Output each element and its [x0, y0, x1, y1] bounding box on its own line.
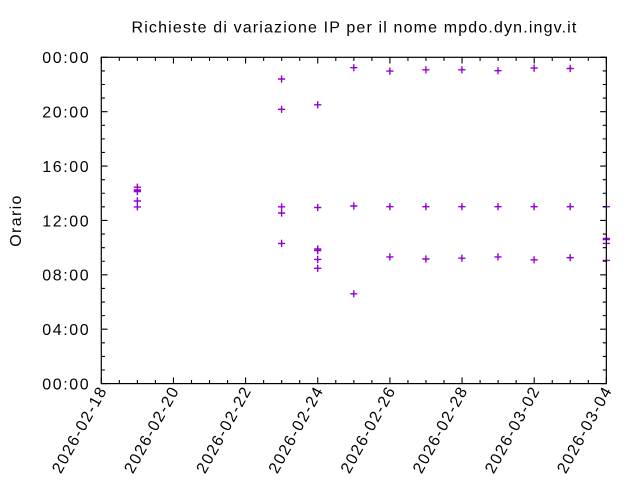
svg-text:16:00: 16:00 [42, 159, 90, 176]
svg-text:00:00: 00:00 [42, 376, 90, 393]
svg-text:08:00: 08:00 [42, 268, 90, 285]
svg-text:04:00: 04:00 [42, 322, 90, 339]
svg-text:Richieste di variazione IP per: Richieste di variazione IP per il nome m… [132, 19, 578, 36]
svg-text:00:00: 00:00 [42, 50, 90, 67]
svg-text:Orario: Orario [8, 194, 25, 247]
svg-text:12:00: 12:00 [42, 213, 90, 230]
svg-text:20:00: 20:00 [42, 105, 90, 122]
